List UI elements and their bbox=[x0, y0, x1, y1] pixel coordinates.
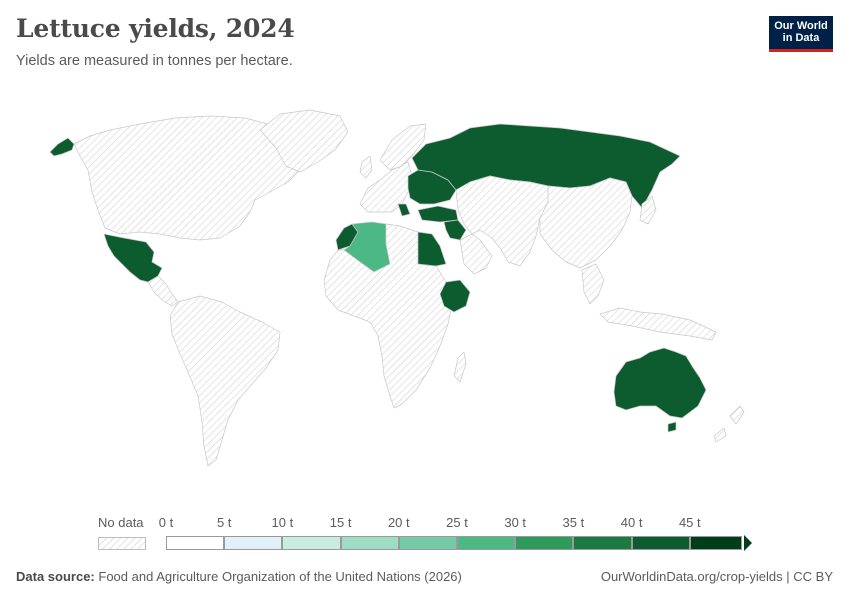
legend-bin[interactable] bbox=[398, 536, 457, 550]
logo-line-2: in Data bbox=[782, 32, 820, 44]
chart-title: Lettuce yields, 2024 bbox=[16, 14, 295, 43]
source-url-link[interactable]: OurWorldinData.org/crop-yields | CC BY bbox=[600, 569, 833, 584]
legend-tick-label: 15 t bbox=[329, 515, 352, 530]
legend-bin[interactable] bbox=[224, 536, 283, 550]
region-mexico[interactable] bbox=[103, 233, 163, 283]
region-uk[interactable] bbox=[359, 155, 373, 179]
legend-bin[interactable] bbox=[340, 536, 399, 550]
legend-bin[interactable] bbox=[631, 536, 690, 550]
region-tasmania[interactable] bbox=[667, 421, 677, 433]
region-greece[interactable] bbox=[397, 203, 411, 217]
region-southeast-asia[interactable] bbox=[581, 263, 605, 305]
legend-tick-label: 10 t bbox=[271, 515, 294, 530]
region-arabia[interactable] bbox=[459, 233, 493, 275]
region-scandinavia[interactable] bbox=[379, 123, 427, 171]
legend-no-data-label: No data bbox=[98, 515, 144, 530]
owid-logo[interactable]: Our World in Data bbox=[769, 16, 833, 52]
region-turkey[interactable] bbox=[417, 205, 459, 223]
legend-no-data-swatch bbox=[98, 537, 146, 550]
region-new-zealand[interactable] bbox=[713, 405, 745, 443]
region-greenland[interactable] bbox=[259, 109, 349, 173]
logo-line-1: Our World bbox=[774, 20, 828, 32]
region-egypt[interactable] bbox=[417, 231, 447, 267]
legend-tick-label: 5 t bbox=[216, 515, 232, 530]
region-australia[interactable] bbox=[613, 347, 707, 419]
region-ethiopia[interactable] bbox=[439, 279, 471, 313]
legend-bin[interactable] bbox=[457, 536, 516, 550]
legend-tick-label: 40 t bbox=[620, 515, 643, 530]
region-madagascar[interactable] bbox=[453, 351, 467, 383]
data-source-note: Data source: Food and Agriculture Organi… bbox=[16, 569, 462, 584]
legend-bin[interactable] bbox=[573, 536, 632, 550]
region-central-america[interactable] bbox=[147, 275, 179, 307]
chart-subtitle: Yields are measured in tonnes per hectar… bbox=[16, 53, 293, 69]
legend-bin[interactable] bbox=[282, 536, 341, 550]
region-china[interactable] bbox=[539, 177, 633, 269]
legend-tick-label: 25 t bbox=[446, 515, 468, 530]
region-levant[interactable] bbox=[443, 219, 467, 241]
legend-tick-label: 0 t bbox=[158, 515, 174, 530]
legend-tick-label: 45 t bbox=[678, 515, 701, 530]
legend-bin[interactable] bbox=[689, 536, 742, 550]
legend-tick-label: 30 t bbox=[504, 515, 527, 530]
world-map[interactable] bbox=[0, 100, 850, 500]
region-maritime-asia[interactable] bbox=[599, 307, 717, 341]
region-japan[interactable] bbox=[639, 195, 657, 225]
region-south-america[interactable] bbox=[169, 295, 281, 467]
region-alaska[interactable] bbox=[49, 137, 75, 157]
data-source-text: Food and Agriculture Organization of the… bbox=[98, 569, 462, 584]
legend-bin[interactable] bbox=[166, 536, 225, 550]
legend-tick-label: 20 t bbox=[387, 515, 410, 530]
legend-bin[interactable] bbox=[515, 536, 574, 550]
legend-tick-label: 35 t bbox=[562, 515, 585, 530]
legend-arrow-icon bbox=[744, 535, 752, 551]
data-source-label: Data source: bbox=[16, 569, 95, 584]
